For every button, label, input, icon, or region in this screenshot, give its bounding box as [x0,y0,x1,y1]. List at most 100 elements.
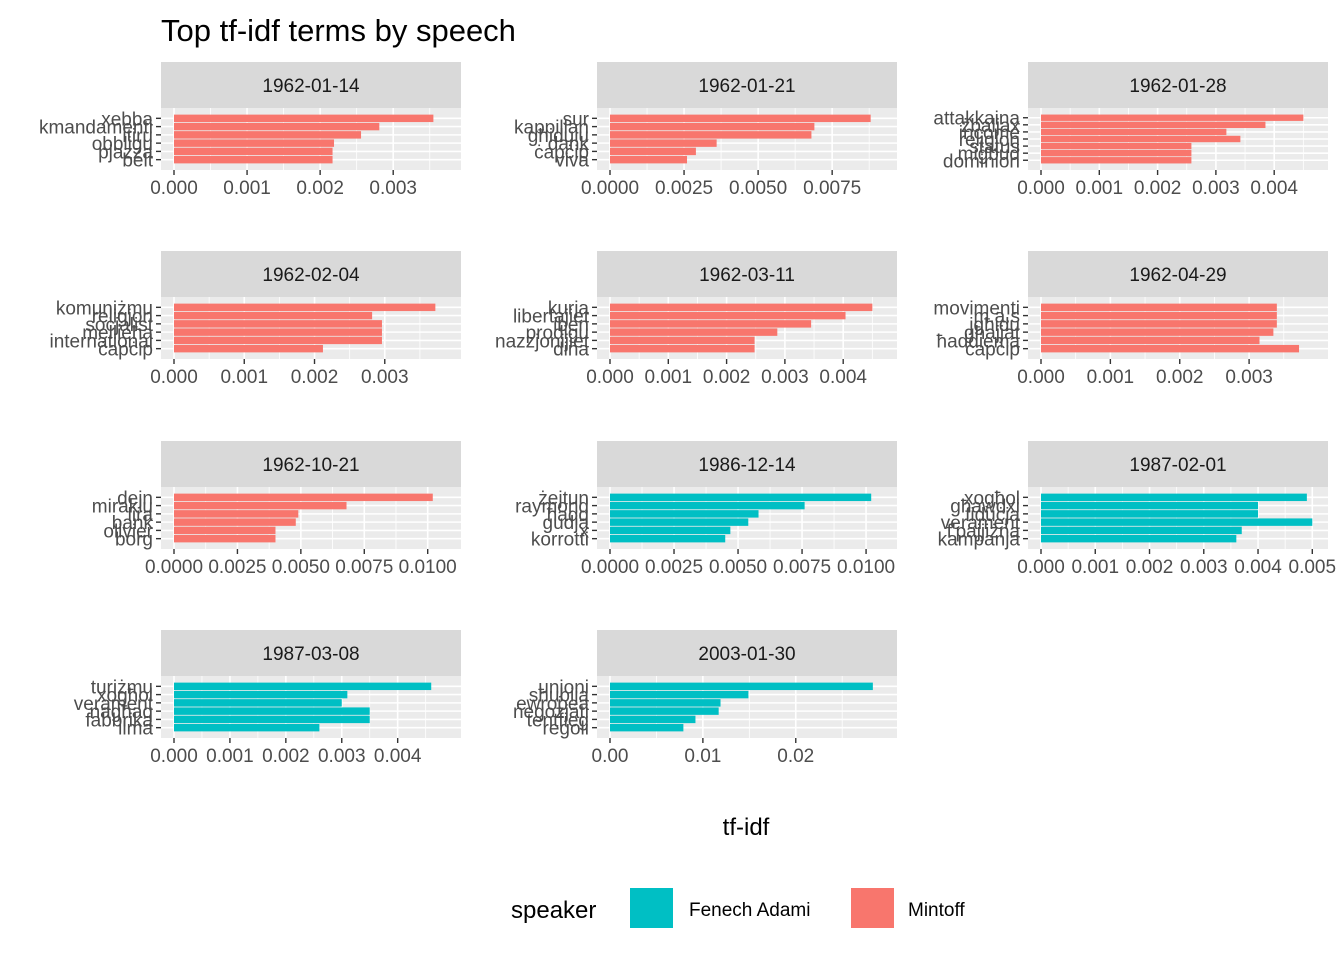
x-tick-label: 0.0100 [837,557,895,578]
bar-1962-02-04-so-jalist-2 [174,320,382,328]
y-tick-label: għidulu [528,126,589,147]
bar-1962-01-14-pjazza-4 [174,147,333,156]
bar-2003-01-30-negozjati-3 [610,707,719,715]
bar-1962-10-21-miraklu-1 [174,501,347,510]
x-tick-label: 0.0075 [803,178,861,199]
facet-strip-label-1962-01-28: 1962-01-28 [1129,76,1226,97]
facet-strip-1962-10-21 [161,441,461,487]
bar-1962-03-11-libertajiet-1 [610,311,846,320]
y-tick-label: olivier [103,521,153,542]
x-tick-label: 0.000 [1017,178,1065,199]
bar-1962-10-21-bank-3 [174,518,296,526]
facet-strip-label-1986-12-14: 1986-12-14 [698,455,796,476]
facet-strip-label-1962-02-04: 1962-02-04 [262,265,360,286]
bar-1962-01-28-attakkaina-0 [1041,114,1304,121]
y-tick-label: sħubija [529,686,590,707]
x-tick-label: 0.0025 [655,178,713,199]
y-tick-label: dank [548,134,590,155]
y-tick-label: ħaqq [547,505,589,526]
facet-strip-1962-01-21 [597,62,897,108]
facet-strip-1962-02-04 [161,251,461,297]
x-axis-title: tf-idf [723,814,770,841]
bar-1987-02-01-f-pajji-na-4 [1041,526,1242,535]
y-tick-label: m.a.s [974,307,1020,328]
facet-panels: 1962-01-14 0.000 0.001 0.002 0.003 xebbakmand… [39,62,1336,767]
y-tick-label: sur [563,109,590,130]
facet-panel-1962-03-11: 1962-03-11 0.000 0.001 0.002 0.003 0.004 kurja… [495,251,897,388]
x-tick-label: 0.00 [592,746,629,767]
bar-2003-01-30-s-ubija-1 [610,690,749,699]
bar-1962-10-21-lira-2 [174,510,299,518]
facet-strip-label-2003-01-30: 2003-01-30 [698,644,795,665]
bar-1987-03-08-ilma-5 [174,723,320,732]
bar-1962-03-11-iben-2 [610,320,812,328]
x-tick-label: 0.003 [318,746,366,767]
bar-2003-01-30-tentfieg-4 [610,715,696,724]
y-tick-label: income [959,123,1020,144]
y-tick-label: movimenti [933,298,1020,319]
x-tick-label: 0.0100 [399,557,457,578]
y-tick-label: xogħol [964,488,1020,509]
bar-1962-04-29-movimenti-0 [1041,303,1277,312]
bar-2003-01-30-unjoni-0 [610,682,873,691]
bar-1962-02-04-komuni-mu-0 [174,303,436,312]
facet-strip-label-1987-03-08: 1987-03-08 [262,644,359,665]
y-tick-label: negozjati [513,702,589,723]
x-tick-label: 0.0050 [729,178,787,199]
bar-1987-02-01-kampanja-5 [1041,534,1237,543]
x-tick-label: 0.004 [1234,557,1282,578]
facet-strip-label-1962-03-11: 1962-03-11 [699,265,795,286]
x-tick-label: 0.000 [150,178,198,199]
facet-strip-label-1962-01-21: 1962-01-21 [698,76,795,97]
bar-1987-03-08-xog-ol-1 [174,690,348,699]
bar-1962-01-21-sur-0 [610,114,871,123]
facet-panel-2003-01-30: 2003-01-30 0.00 0.01 0.02 unjonisħubijaewrop… [513,630,897,767]
bar-2003-01-30-regoli-5 [610,723,684,732]
x-tick-label: 0.001 [645,367,693,388]
y-tick-label: x [580,521,590,542]
y-tick-label: miraklu [92,497,153,518]
facet-strip-1962-01-14 [161,62,461,108]
x-tick-label: 0.003 [1225,367,1273,388]
x-tick-label: 0.002 [1156,367,1204,388]
x-tick-label: 0.000 [1017,367,1065,388]
y-tick-label: lira [128,505,154,526]
bar-1962-01-21-ap-ip-4 [610,147,696,156]
legend-label-fenech-adami: Fenech Adami [689,900,810,921]
bar-1987-03-08-verament-2 [174,699,342,707]
y-tick-label: xogħol [97,686,153,707]
facet-panel-1962-10-21: 1962-10-21 0.0000 0.0025 0.0050 0.0075 0.0100… [92,441,461,578]
bar-1962-10-21-borg-5 [174,534,276,543]
facet-strip-1962-01-28 [1028,62,1328,108]
y-tick-label: f'pajjiżna [947,521,1021,542]
y-tick-label: unjoni [538,677,589,698]
y-tick-label: ċapċip [965,340,1020,361]
y-tick-label: international [49,331,153,352]
y-tick-label: dominion [943,151,1020,172]
x-tick-label: 0.000 [150,746,198,767]
bar-1962-03-11-nazzjonijiet-4 [610,336,755,345]
x-tick-label: 0.0075 [773,557,831,578]
y-tick-label: mellieħa [82,323,153,344]
x-tick-label: 0.0050 [272,557,330,578]
bar-1987-03-08-turi-mu-0 [174,682,432,691]
bar-1962-01-14-kmandamenti-1 [174,122,380,131]
y-tick-label: nagħaq [90,702,153,723]
bar-1986-12-14-raymond-1 [610,501,805,510]
x-tick-label: 0.0075 [335,557,393,578]
y-tick-label: itiru [122,126,153,147]
x-tick-label: 0.002 [1126,557,1174,578]
x-tick-label: 0.003 [1180,557,1228,578]
y-tick-label: miġbud [958,144,1020,165]
bar-1987-02-01-xog-ol-0 [1041,493,1307,502]
y-tick-label: religjon [959,130,1020,151]
y-tick-label: għajjat [964,323,1021,344]
bar-1962-01-28-religjon-3 [1041,135,1241,143]
x-tick-label: 0.001 [223,178,271,199]
bar-1962-01-21-kappillan-1 [610,122,815,131]
y-tick-label: komuniżmu [56,298,153,319]
bar-1962-10-21-dejn-0 [174,493,433,502]
facet-panel-1962-04-29: 1962-04-29 0.000 0.001 0.002 0.003 movimentim… [933,251,1328,388]
x-tick-label: 0.003 [369,178,417,199]
x-tick-label: 0.002 [703,367,751,388]
